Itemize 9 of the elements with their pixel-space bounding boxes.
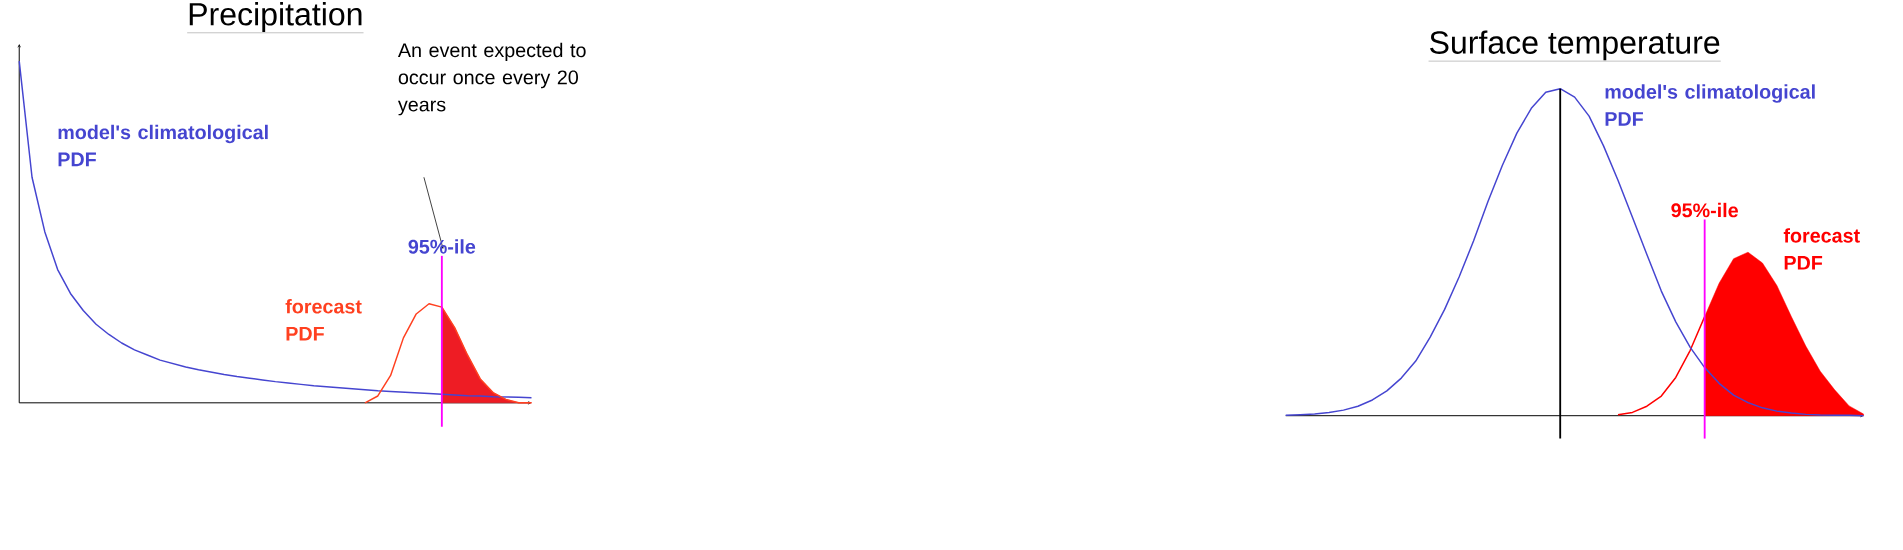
- series-label: model's climatological PDF: [58, 124, 268, 167]
- annotation: 95%-ile: [1671, 202, 1738, 218]
- chart-title: Surface temperature: [1430, 30, 1720, 61]
- chart-title: Precipitation: [189, 2, 362, 33]
- series-label: forecast PDF: [285, 299, 362, 341]
- series-label: model's climatological PDF: [1605, 84, 1815, 126]
- annotation: 95%-ile: [408, 239, 476, 254]
- text: forecast PDF: [1783, 228, 1860, 270]
- annotation: An event expected to occur once every 20 years: [397, 42, 586, 116]
